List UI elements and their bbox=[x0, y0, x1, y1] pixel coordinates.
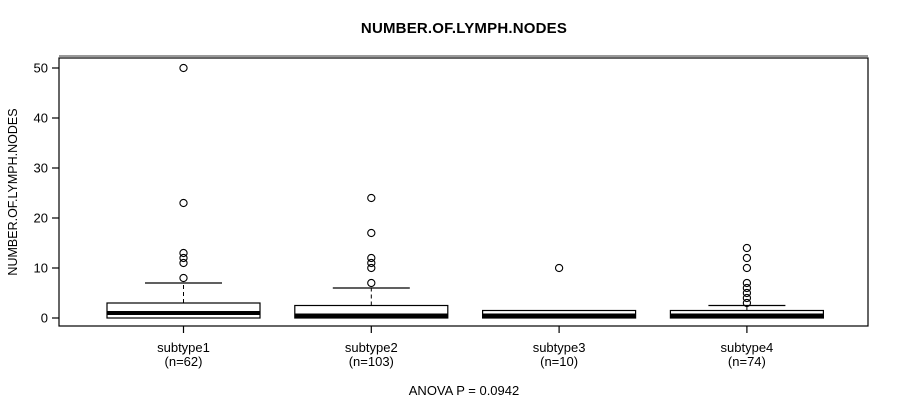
box-subtype1 bbox=[106, 302, 261, 319]
group-sublabel-subtype4: (n=74) bbox=[728, 354, 766, 369]
y-tick-label: 30 bbox=[34, 161, 48, 176]
outlier-point bbox=[179, 63, 188, 73]
outlier-point bbox=[367, 193, 376, 203]
y-axis: 0 10 20 30 40 50 bbox=[34, 61, 59, 326]
anova-annotation: ANOVA P = 0.0942 bbox=[409, 383, 519, 398]
outlier-point bbox=[179, 253, 188, 263]
group-sublabel-subtype1: (n=62) bbox=[165, 354, 203, 369]
outlier-point bbox=[742, 293, 752, 303]
group-label-subtype2: subtype2 bbox=[345, 340, 398, 355]
outlier-point bbox=[367, 258, 376, 268]
outlier-point bbox=[179, 248, 188, 258]
chart-title: NUMBER.OF.LYMPH.NODES bbox=[361, 20, 567, 37]
x-axis: subtype1(n=62)subtype2(n=103)subtype3(n=… bbox=[157, 326, 773, 369]
y-tick-label: 0 bbox=[41, 311, 48, 326]
group-sublabel-subtype2: (n=103) bbox=[349, 354, 394, 369]
outlier-point bbox=[742, 263, 752, 273]
outlier-point bbox=[742, 243, 752, 253]
group-sublabel-subtype3: (n=10) bbox=[540, 354, 578, 369]
outlier-point bbox=[367, 278, 376, 288]
y-tick-label: 20 bbox=[34, 211, 48, 226]
outlier-point bbox=[367, 253, 376, 263]
plot-frame bbox=[58, 57, 869, 327]
outlier-point bbox=[742, 288, 752, 298]
outlier-point bbox=[742, 283, 752, 293]
outlier-point bbox=[179, 273, 188, 283]
outlier-point bbox=[742, 253, 752, 263]
y-tick-label: 10 bbox=[34, 261, 48, 276]
group-label-subtype1: subtype1 bbox=[157, 340, 210, 355]
outlier-point bbox=[554, 263, 564, 273]
y-tick-label: 50 bbox=[34, 61, 48, 76]
plot-area bbox=[106, 63, 825, 319]
outlier-point bbox=[179, 198, 188, 208]
outlier-point bbox=[367, 263, 376, 273]
outlier-point bbox=[742, 278, 752, 288]
y-axis-label: NUMBER.OF.LYMPH.NODES bbox=[6, 108, 20, 275]
group-label-subtype3: subtype3 bbox=[533, 340, 586, 355]
outlier-point bbox=[367, 228, 376, 238]
group-label-subtype4: subtype4 bbox=[721, 340, 774, 355]
outlier-point bbox=[179, 258, 188, 268]
outlier-point bbox=[742, 298, 752, 308]
y-tick-label: 40 bbox=[34, 111, 48, 126]
